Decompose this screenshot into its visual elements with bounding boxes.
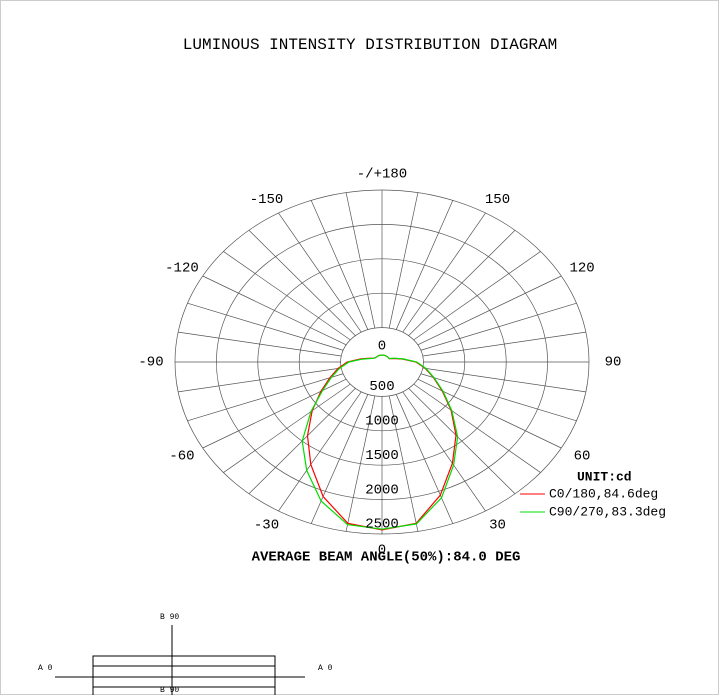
grid-spoke — [178, 331, 342, 357]
grid-spoke — [417, 275, 562, 346]
r-tick-label: 2500 — [365, 517, 399, 533]
grid-spoke — [422, 367, 586, 393]
diagram-label: B 90 — [160, 686, 179, 695]
angle-tick-label: -/+180 — [357, 167, 407, 183]
grid-spoke — [388, 192, 419, 329]
grid-spoke — [413, 383, 541, 473]
r-tick-label: 2000 — [365, 482, 399, 498]
angle-tick-label: -60 — [169, 449, 194, 465]
annotation: AVERAGE BEAM ANGLE(50%):84.0 DEG — [252, 550, 521, 566]
diagram-label: A 0 — [38, 664, 53, 673]
grid-spoke — [413, 251, 541, 341]
r-tick-label: 0 — [378, 339, 386, 355]
angle-tick-label: -30 — [254, 518, 279, 534]
r-tick-label: 1000 — [365, 414, 399, 430]
angle-tick-label: 90 — [605, 355, 622, 371]
diagram-label: A 0 — [318, 664, 333, 673]
angle-tick-label: -150 — [250, 192, 284, 208]
grid-spoke — [223, 251, 351, 341]
angle-tick-label: 0 — [378, 543, 386, 559]
luminaire-diagram — [55, 625, 305, 695]
grid-spoke — [420, 373, 577, 422]
grid-spoke — [187, 302, 344, 351]
angle-tick-label: 30 — [489, 518, 506, 534]
legend-title: UNIT:cd — [577, 469, 632, 484]
grid-spoke — [278, 391, 362, 512]
angle-tick-label: 120 — [569, 261, 594, 277]
grid-spoke — [402, 391, 486, 512]
grid-spoke — [388, 395, 419, 532]
grid-spoke — [408, 388, 516, 495]
grid-spoke — [278, 212, 362, 333]
angle-tick-label: -120 — [165, 261, 199, 277]
grid-spoke — [395, 200, 454, 330]
grid-spoke — [178, 367, 342, 393]
legend-label: C0/180,84.6deg — [549, 486, 658, 501]
angle-tick-label: -90 — [138, 355, 163, 371]
grid-spoke — [422, 331, 586, 357]
grid-spoke — [310, 200, 369, 330]
legend-label: C90/270,83.3deg — [549, 504, 666, 519]
r-tick-label: 1500 — [365, 448, 399, 464]
grid-spoke — [202, 275, 347, 346]
r-tick-label: 500 — [369, 379, 394, 395]
grid-spoke — [345, 395, 376, 532]
grid-spoke — [408, 229, 516, 336]
grid-spoke — [187, 373, 344, 422]
grid-spoke — [248, 229, 356, 336]
grid-spoke — [345, 192, 376, 329]
grid-spoke — [310, 394, 369, 524]
curve — [301, 354, 459, 530]
grid-spoke — [223, 383, 351, 473]
diagram-label: B 90 — [160, 613, 179, 622]
grid-spoke — [420, 302, 577, 351]
chart-title: LUMINOUS INTENSITY DISTRIBUTION DIAGRAM — [183, 36, 557, 54]
grid-spoke — [402, 212, 486, 333]
angle-tick-label: 60 — [574, 449, 591, 465]
grid-spoke — [395, 394, 454, 524]
angle-tick-label: 150 — [485, 192, 510, 208]
